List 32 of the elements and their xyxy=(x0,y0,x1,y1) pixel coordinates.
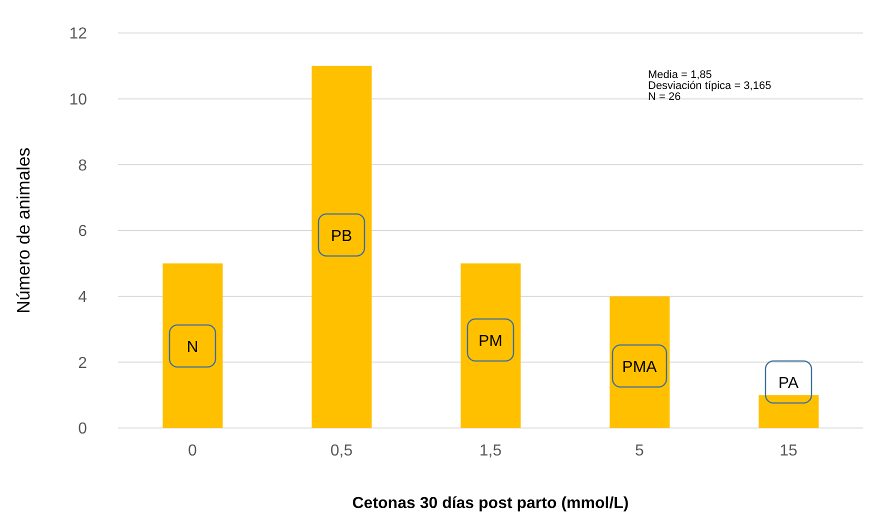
annotation: PA xyxy=(778,375,799,392)
bar xyxy=(312,66,372,428)
x-tick-label: 5 xyxy=(635,442,644,460)
annotation: N = 26 xyxy=(648,91,681,103)
x-tick-label: 15 xyxy=(780,442,798,460)
y-tick-label: 4 xyxy=(78,289,88,306)
x-tick-label: 0,5 xyxy=(330,442,353,460)
y-tick-label: 2 xyxy=(78,354,88,372)
boxed-label: PA xyxy=(764,360,812,404)
annotation: PB xyxy=(330,228,352,245)
bar xyxy=(162,263,223,428)
bar xyxy=(460,263,521,428)
boxed-label: PM xyxy=(466,318,514,362)
y-tick-label: 6 xyxy=(78,223,88,240)
y-tick-label: 0 xyxy=(78,420,88,438)
annotation: PM xyxy=(478,333,502,350)
boxed-label: PB xyxy=(318,213,366,257)
bar xyxy=(758,395,819,428)
x-axis-title: Cetonas 30 días post parto (mmol/L) xyxy=(352,495,629,512)
y-axis-title: Número de animales xyxy=(13,147,34,314)
annotation: N xyxy=(186,339,198,356)
annotation: Desviación típica = 3,165 xyxy=(648,80,772,92)
annotation: PMA xyxy=(622,359,658,376)
x-tick-label: 0 xyxy=(188,442,198,460)
bar xyxy=(610,296,670,428)
y-tick-label: 10 xyxy=(69,92,88,109)
boxed-label: N xyxy=(168,324,216,368)
y-tick-label: 8 xyxy=(78,157,88,174)
boxed-label: PMA xyxy=(612,344,668,388)
x-tick-label: 1,5 xyxy=(479,442,502,460)
annotation: Media = 1,85 xyxy=(648,69,712,81)
y-tick-label: 12 xyxy=(69,26,88,43)
